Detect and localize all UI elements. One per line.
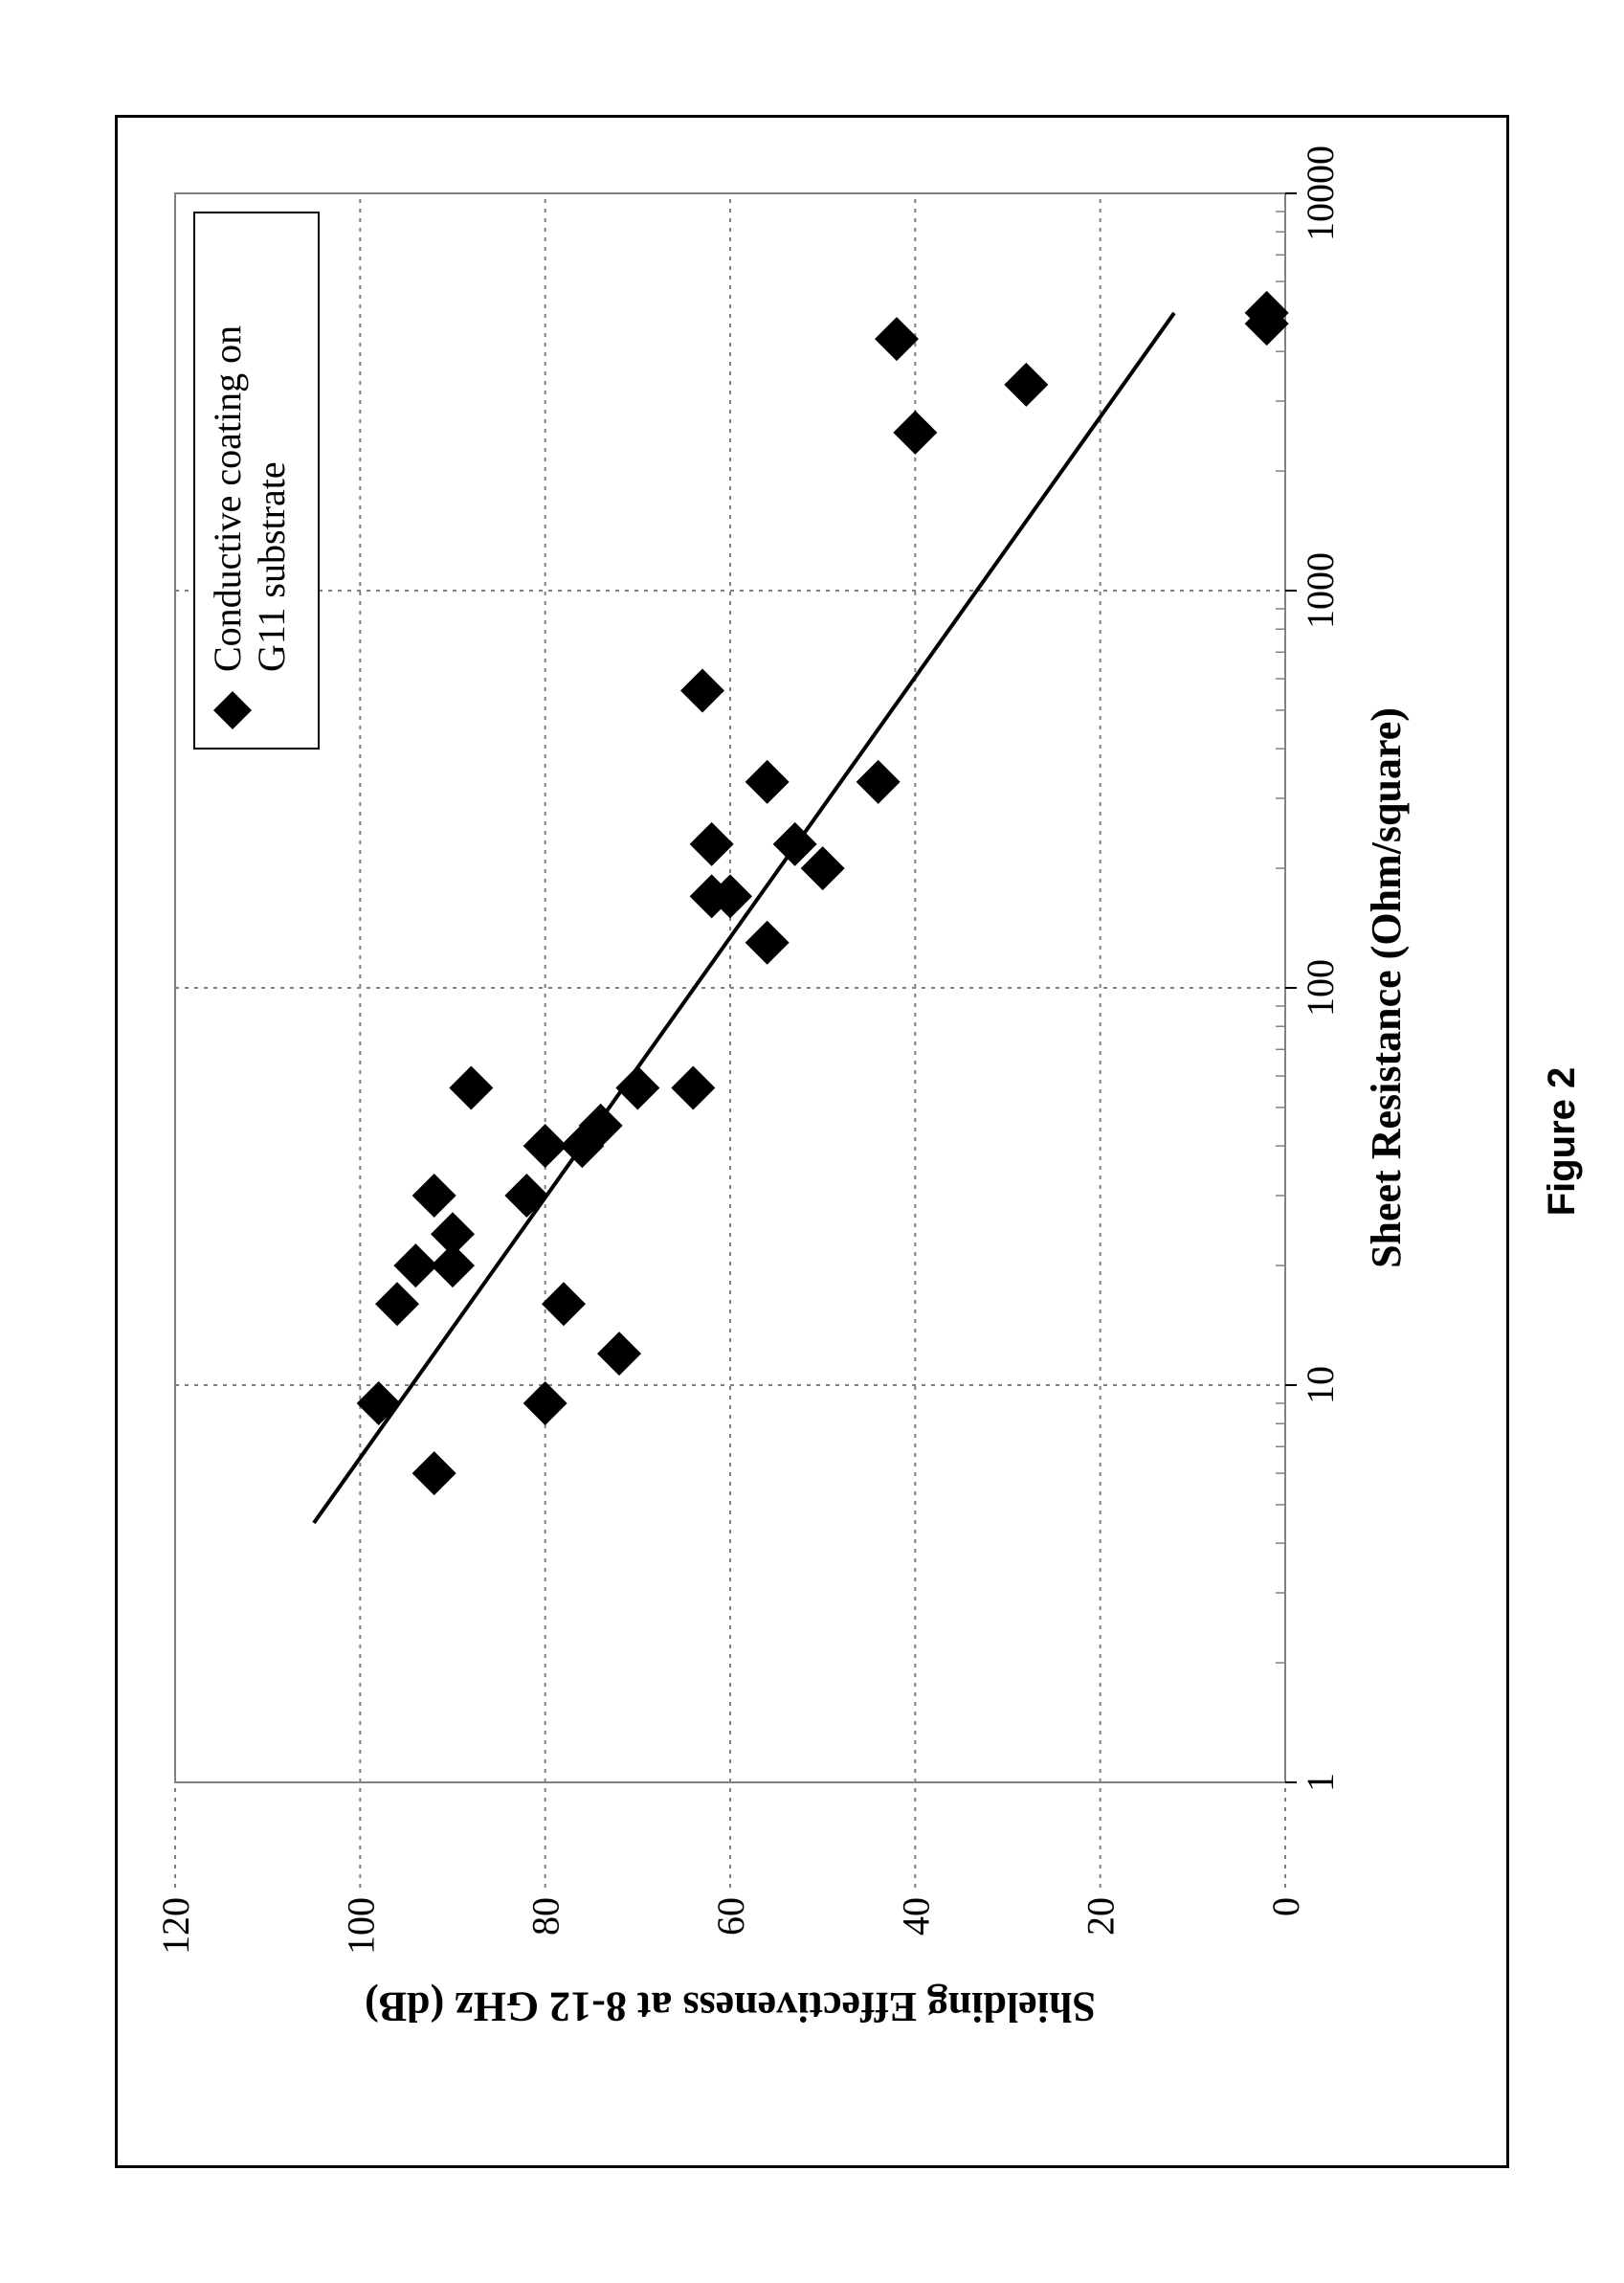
svg-text:G11 substrate: G11 substrate <box>250 461 293 672</box>
svg-text:Sheet Resistance (Ohm/square): Sheet Resistance (Ohm/square) <box>1363 707 1410 1268</box>
svg-text:60: 60 <box>709 1897 752 1936</box>
svg-text:1: 1 <box>1299 1773 1342 1792</box>
svg-text:100: 100 <box>1299 959 1342 1017</box>
svg-text:20: 20 <box>1079 1897 1123 1936</box>
svg-text:Conductive coating on: Conductive coating on <box>206 325 249 672</box>
svg-text:1000: 1000 <box>1299 552 1342 629</box>
svg-text:10000: 10000 <box>1299 145 1342 241</box>
svg-text:0: 0 <box>1264 1897 1307 1916</box>
svg-text:40: 40 <box>894 1897 937 1936</box>
svg-text:Shielding Effectiveness at 8-1: Shielding Effectiveness at 8-12 GHz (dB) <box>365 1983 1096 2030</box>
scatter-chart: 020406080100120110100100010000Sheet Resi… <box>118 118 1506 2165</box>
figure-caption: Figure 2 <box>1541 0 1584 2283</box>
svg-text:100: 100 <box>339 1897 382 1955</box>
svg-text:80: 80 <box>524 1897 567 1936</box>
svg-text:120: 120 <box>154 1897 197 1955</box>
svg-text:10: 10 <box>1299 1366 1342 1404</box>
figure-frame: 020406080100120110100100010000Sheet Resi… <box>115 115 1509 2168</box>
